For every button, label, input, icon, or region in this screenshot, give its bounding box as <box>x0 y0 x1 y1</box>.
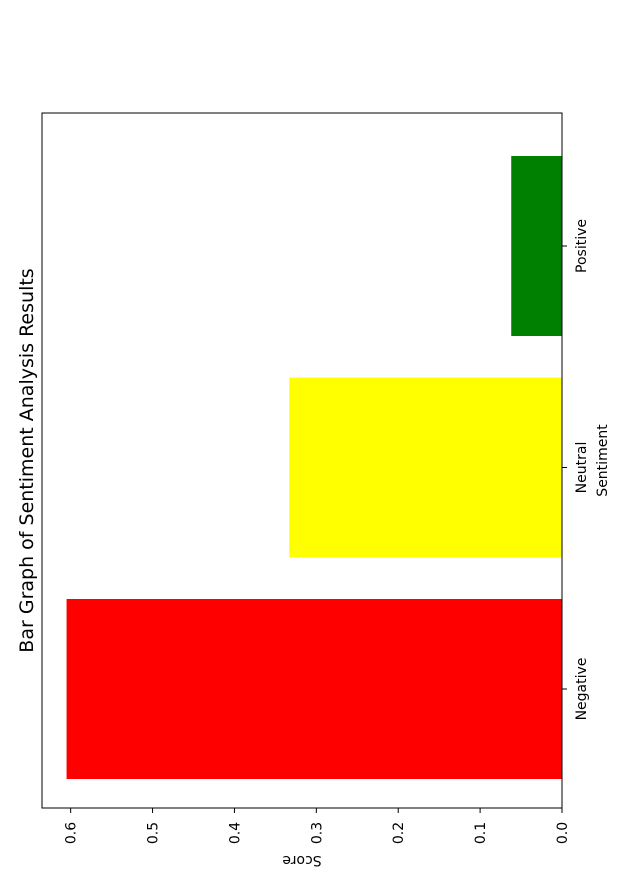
bars <box>66 156 563 779</box>
y-tick-label: 0.2 <box>391 822 407 844</box>
bar-positive <box>511 156 562 336</box>
y-tick-label: 0.5 <box>146 822 162 844</box>
x-axis-ticks: Negative Neutral Positive <box>562 219 590 720</box>
plot-area <box>41 112 563 809</box>
y-tick-label: 0.4 <box>227 822 243 844</box>
bar-negative <box>66 599 563 779</box>
y-tick-label: 0.0 <box>555 822 571 844</box>
y-axis-label: Score <box>282 852 321 868</box>
x-axis-label: Sentiment <box>595 424 611 497</box>
x-tick-label: Positive <box>574 219 590 273</box>
y-axis-ticks: 0.0 0.1 0.2 0.3 0.4 0.5 0.6 <box>64 808 571 844</box>
y-tick-label: 0.6 <box>64 822 80 844</box>
y-tick-label: 0.1 <box>473 822 489 844</box>
plot-frame <box>41 112 563 809</box>
y-tick-label: 0.3 <box>309 822 325 844</box>
chart-title: Bar Graph of Sentiment Analysis Results <box>16 268 38 652</box>
bar-neutral <box>289 377 562 558</box>
x-tick-label: Neutral <box>574 442 590 494</box>
x-tick-label: Negative <box>574 658 590 721</box>
